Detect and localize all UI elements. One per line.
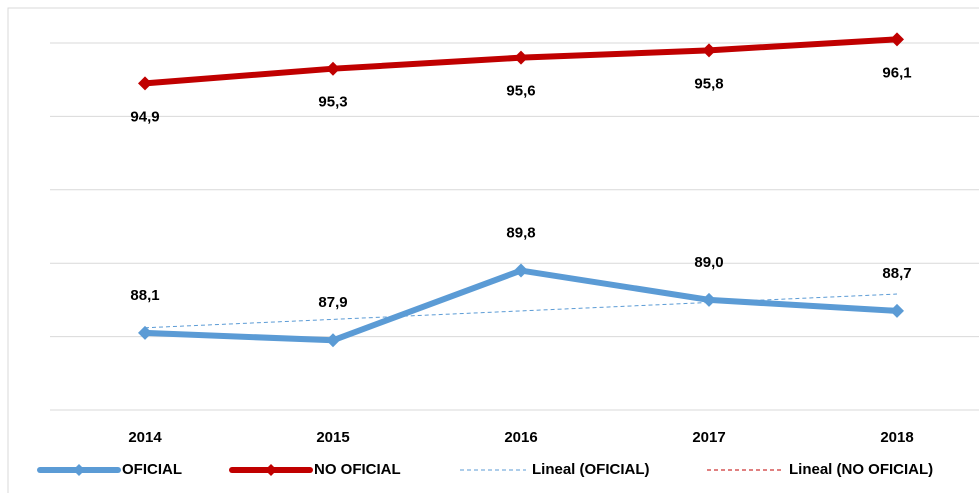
marker <box>702 292 716 307</box>
legend-label: OFICIAL <box>122 461 182 478</box>
x-tick-label: 2018 <box>880 429 913 446</box>
legend-label: Lineal (OFICIAL) <box>532 461 650 478</box>
marker <box>890 32 904 47</box>
chart-frame <box>7 7 979 493</box>
data-label: 95,3 <box>318 94 347 111</box>
marker <box>702 43 716 58</box>
x-tick-label: 2015 <box>316 429 349 446</box>
marker <box>514 50 528 65</box>
data-label: 89,8 <box>506 225 535 242</box>
marker <box>326 333 340 348</box>
marker <box>514 263 528 278</box>
data-label: 95,6 <box>506 83 535 100</box>
data-label: 88,7 <box>882 265 911 282</box>
legend-marker <box>73 464 85 476</box>
x-tick-label: 2016 <box>504 429 537 446</box>
x-tick-label: 2014 <box>128 429 162 446</box>
data-label: 96,1 <box>882 64 911 81</box>
marker <box>326 61 340 76</box>
marker <box>138 325 152 340</box>
data-label: 94,9 <box>130 108 159 125</box>
legend-label: Lineal (NO OFICIAL) <box>789 461 933 478</box>
data-label: 89,0 <box>694 254 723 271</box>
x-tick-label: 2017 <box>692 429 725 446</box>
marker <box>138 76 152 91</box>
data-label: 87,9 <box>318 294 347 311</box>
legend-label: NO OFICIAL <box>314 461 401 478</box>
marker <box>890 303 904 318</box>
data-label: 88,1 <box>130 287 159 304</box>
legend-marker <box>265 464 277 476</box>
data-label: 95,8 <box>694 75 723 92</box>
